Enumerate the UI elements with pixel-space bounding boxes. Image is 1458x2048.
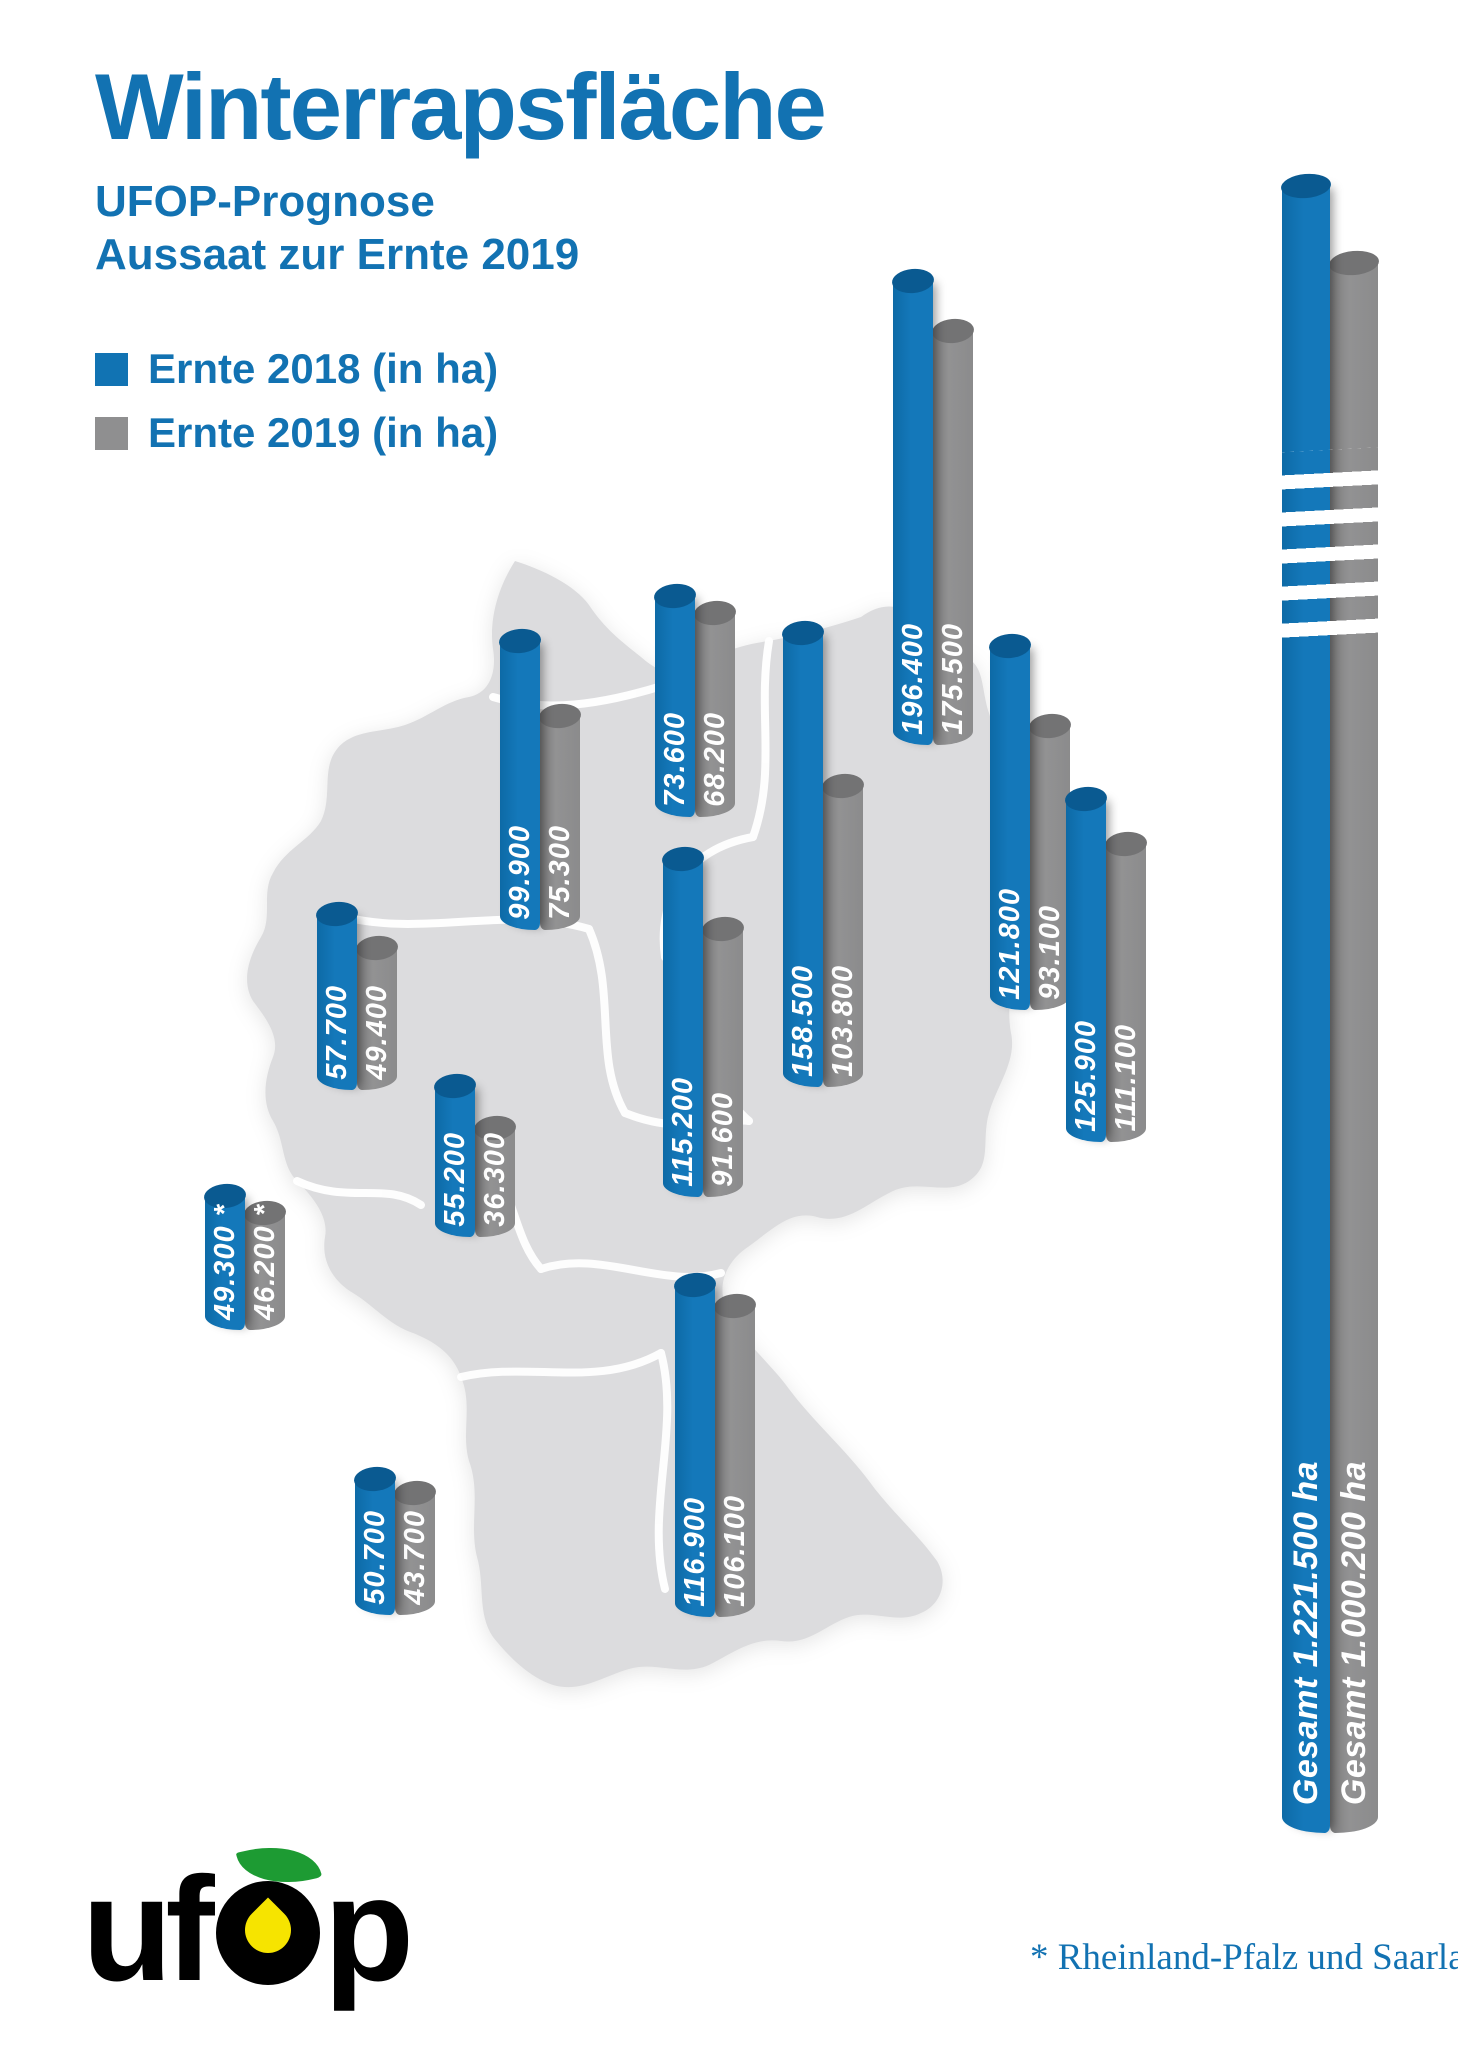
axis-break-stripes: [1267, 447, 1393, 645]
bar-pair-8: 115.200 91.600: [663, 858, 743, 1197]
legend-label-2018: Ernte 2018 (in ha): [148, 345, 499, 392]
legend-label-2019: Ernte 2019 (in ha): [148, 409, 499, 456]
subtitle: UFOP-Prognose Aussaat zur Ernte 2019: [95, 175, 825, 282]
bar-pair-10: 49.300 * 46.200 *: [205, 1195, 285, 1330]
bar-value-2018: 121.800: [993, 888, 1026, 1000]
bar-2018: 73.600: [655, 595, 695, 817]
bar-pair-total: Gesamt 1.221.500 ha Gesamt 1.000.200 ha: [1267, 185, 1393, 1833]
bar-value-2018: 116.900: [678, 1497, 711, 1607]
bar-pair-7: 158.500 103.800: [783, 632, 863, 1087]
bar-value-2018: 50.700: [358, 1510, 391, 1605]
total-value-2018: Gesamt 1.221.500 ha: [1287, 1460, 1325, 1805]
bar-2019: 175.500: [933, 330, 973, 745]
oil-drop-icon: [235, 1897, 301, 1963]
bar-value-2019: 103.800: [826, 965, 859, 1077]
bar-pair-12: 116.900 106.100: [675, 1284, 755, 1617]
bar-pair-6: 125.900 111.100: [1066, 798, 1146, 1142]
bar-2019: 49.400: [357, 947, 397, 1090]
bar-value-2019: 68.200: [698, 712, 731, 807]
bar-value-2018: 99.900: [503, 825, 536, 920]
bar-2019: 91.600: [703, 928, 743, 1197]
bar-2018: 99.900: [500, 640, 540, 930]
bar-2019: 106.100: [715, 1305, 755, 1617]
bar-2018: 115.200: [663, 858, 703, 1197]
bar-value-2019: 46.200 *: [248, 1203, 281, 1320]
bar-value-2019: 91.600: [706, 1092, 739, 1187]
bar-value-2018: 196.400: [896, 623, 929, 735]
bar-value-2019: 43.700: [398, 1510, 431, 1605]
logo-text-p: p: [323, 1847, 414, 2012]
logo-o-rapeseed-icon: [215, 1834, 322, 1986]
total-value-2019: Gesamt 1.000.200 ha: [1335, 1460, 1373, 1805]
bar-2019: 103.800: [823, 785, 863, 1087]
bar-2018: 158.500: [783, 632, 823, 1087]
legend-item-2019: Ernte 2019 (in ha): [95, 409, 498, 457]
bar-2019: 36.300: [475, 1127, 515, 1237]
header: Winterrapsfläche UFOP-Prognose Aussaat z…: [95, 54, 827, 282]
bar-2018: 50.700: [355, 1478, 395, 1615]
page-title: Winterrapsfläche: [95, 54, 827, 159]
bar-value-2018: 125.900: [1069, 1020, 1102, 1132]
bar-2018: 57.700: [317, 913, 357, 1090]
bar-2019: 68.200: [695, 612, 735, 817]
bar-value-2018: 158.500: [786, 965, 819, 1077]
bar-pair-5: 121.800 93.100: [990, 645, 1070, 1010]
bar-value-2019: 175.500: [936, 623, 969, 735]
legend-item-2018: Ernte 2018 (in ha): [95, 345, 498, 393]
total-bar-2018: Gesamt 1.221.500 ha: [1282, 185, 1330, 1833]
bar-2019: 93.100: [1030, 725, 1070, 1010]
bar-pair-4: 196.400 175.500: [893, 280, 973, 745]
bar-value-2019: 111.100: [1109, 1024, 1142, 1132]
bar-2018: 49.300 *: [205, 1195, 245, 1330]
bar-value-2018: 115.200: [666, 1077, 699, 1187]
bar-2018: 116.900: [675, 1284, 715, 1617]
legend: Ernte 2018 (in ha) Ernte 2019 (in ha): [95, 345, 498, 473]
bar-2019: 46.200 *: [245, 1204, 285, 1330]
legend-swatch-2019: [95, 416, 128, 450]
subtitle-line-1: UFOP-Prognose: [95, 176, 435, 226]
bar-pair-11: 50.700 43.700: [355, 1478, 435, 1615]
bar-2019: 43.700: [395, 1492, 435, 1615]
bar-2018: 55.200: [435, 1085, 475, 1237]
bar-pair-1: 57.700 49.400: [317, 913, 397, 1090]
bar-value-2018: 57.700: [320, 985, 353, 1080]
bar-value-2019: 106.100: [718, 1495, 751, 1607]
bar-value-2019: 36.300: [478, 1132, 511, 1227]
bar-2019: 75.300: [540, 715, 580, 930]
logo-text-uf: uf: [82, 1847, 215, 2012]
bar-2018: 196.400: [893, 280, 933, 745]
bar-value-2018: 49.300 *: [208, 1203, 241, 1320]
legend-swatch-2018: [95, 352, 128, 386]
bar-value-2019: 49.400: [360, 985, 393, 1080]
ufop-logo: uf p: [82, 1834, 414, 2012]
bar-value-2019: 93.100: [1033, 905, 1066, 1000]
bar-2018: 125.900: [1066, 798, 1106, 1142]
bar-2019: 111.100: [1106, 843, 1146, 1142]
bar-value-2018: 73.600: [658, 712, 691, 807]
bar-pair-9: 55.200 36.300: [435, 1085, 515, 1237]
subtitle-line-2: Aussaat zur Ernte 2019: [95, 230, 580, 280]
bar-pair-3: 73.600 68.200: [655, 595, 735, 817]
bar-value-2018: 55.200: [438, 1132, 471, 1227]
footnote: * Rheinland-Pfalz und Saarland: [1030, 1937, 1458, 1978]
bar-2018: 121.800: [990, 645, 1030, 1010]
bar-value-2019: 75.300: [543, 825, 576, 920]
bar-pair-2: 99.900 75.300: [500, 640, 580, 930]
